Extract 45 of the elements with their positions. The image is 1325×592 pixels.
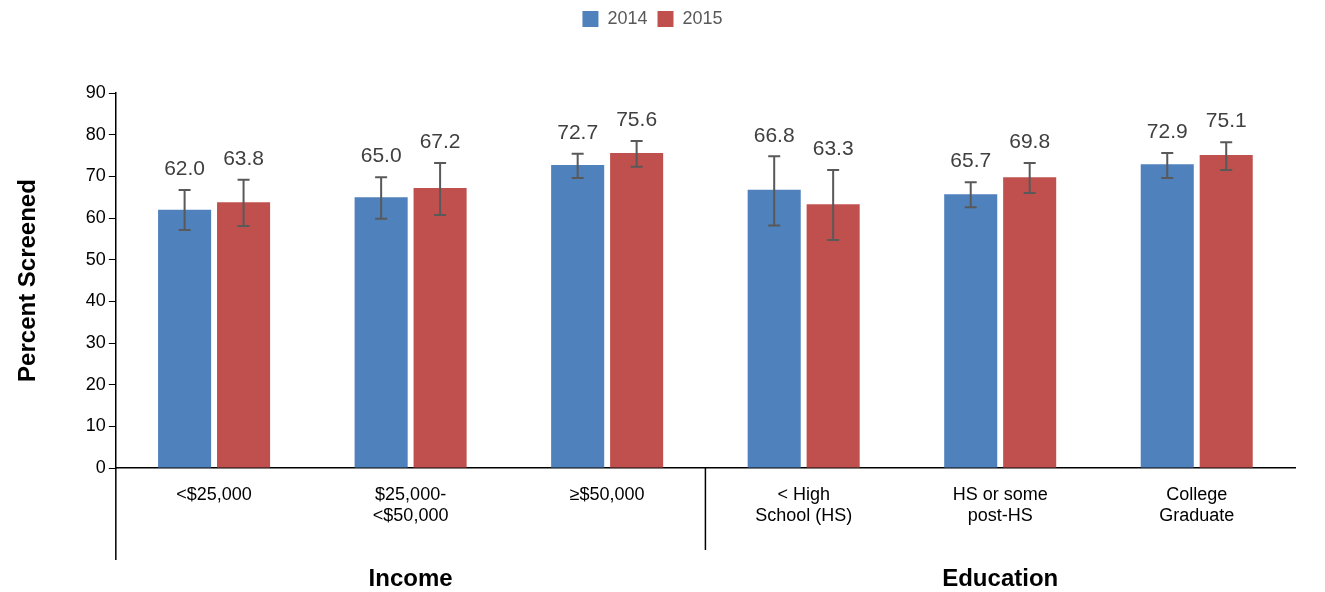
bar (354, 197, 408, 468)
data-label: 72.9 (1146, 119, 1188, 143)
bar (1003, 177, 1057, 468)
legend-label: 2015 (682, 7, 723, 28)
data-label: 65.7 (950, 148, 992, 172)
data-label: 63.3 (812, 136, 854, 160)
y-tick-label: 10 (85, 415, 106, 436)
bar (610, 153, 664, 468)
x-tick-label: College Graduate (1159, 483, 1235, 526)
y-tick-label: 30 (85, 331, 106, 352)
data-label: 69.8 (1009, 129, 1051, 153)
bar (158, 209, 212, 468)
data-label: 62.0 (164, 156, 206, 180)
y-tick-label: 60 (85, 206, 106, 227)
x-tick-label: < High School (HS) (755, 483, 853, 526)
bar (413, 188, 467, 468)
x-tick-label: $25,000-<$50,000 (372, 483, 449, 526)
text: Education (942, 564, 1059, 591)
y-tick-label: 0 (95, 456, 106, 477)
bar (217, 202, 271, 468)
data-label: 72.7 (557, 120, 599, 144)
bar (944, 194, 998, 468)
data-label: 75.6 (616, 107, 658, 131)
text: Income (368, 564, 453, 591)
x-tick-label: <$25,000 (176, 483, 252, 504)
y-tick-label: 20 (85, 373, 106, 394)
y-tick-label: 80 (85, 123, 106, 144)
bar (551, 165, 605, 468)
bar (747, 189, 801, 468)
data-label: 75.1 (1205, 108, 1247, 132)
data-label: 63.8 (223, 145, 264, 169)
y-tick-label: 50 (85, 248, 106, 269)
legend-label: 2014 (607, 7, 648, 28)
y-tick-label: 40 (85, 290, 106, 311)
y-axis-title: Percent Screened (13, 179, 41, 382)
y-tick-label: 70 (85, 165, 106, 186)
bar (1199, 155, 1253, 468)
bar (806, 204, 860, 468)
x-tick-label: HS or some post-HS (952, 483, 1048, 526)
y-tick-label: 90 (85, 81, 106, 102)
data-label: 66.8 (753, 122, 795, 146)
bar (1140, 164, 1194, 468)
x-tick-label: ≥$50,000 (569, 483, 645, 504)
data-label: 67.2 (419, 129, 461, 153)
data-label: 65.0 (360, 143, 402, 167)
